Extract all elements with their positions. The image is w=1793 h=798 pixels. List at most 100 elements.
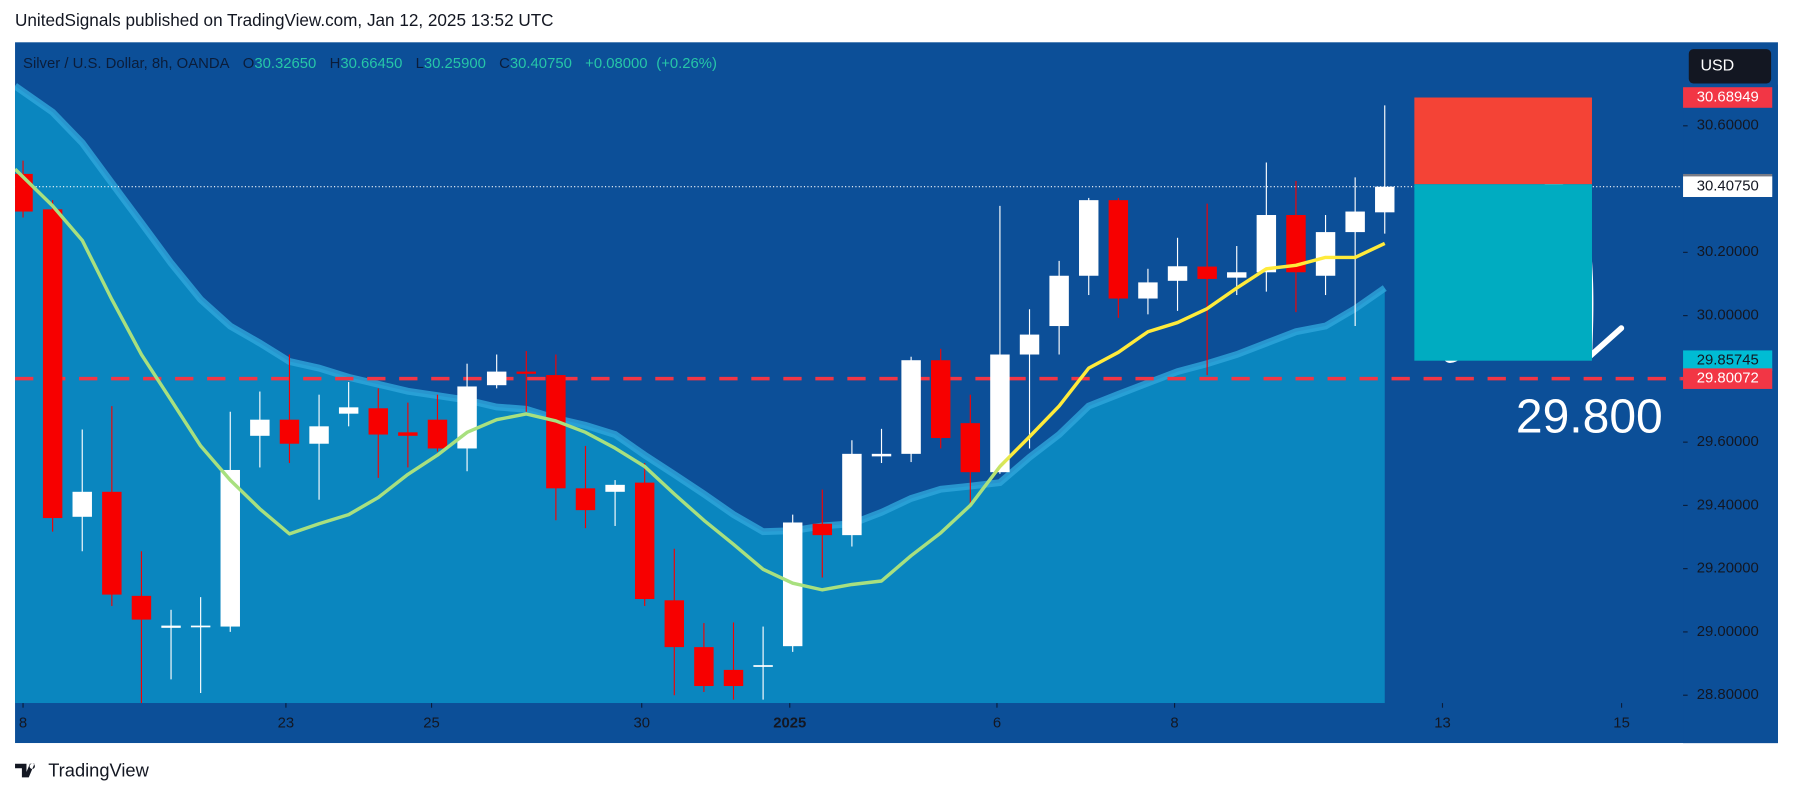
candle-body — [72, 491, 92, 517]
footer-logo — [15, 763, 35, 778]
candle-body — [871, 453, 892, 457]
candle-body — [161, 625, 181, 628]
price-label: 30.40750 — [1697, 179, 1759, 195]
price-label-box — [1683, 368, 1773, 389]
candle-body — [1286, 215, 1306, 273]
candle-body — [1079, 200, 1099, 276]
candle-body — [131, 595, 152, 620]
band-line — [15, 83, 1387, 536]
candle-body — [842, 453, 862, 536]
candle-body — [605, 484, 625, 492]
candle-body — [634, 482, 655, 600]
y-tick-label: 28.80000 — [1697, 687, 1759, 703]
y-tick-label: 29.00000 — [1697, 624, 1759, 640]
y-tick-label: 30.60000 — [1697, 118, 1759, 134]
candle-body — [575, 488, 596, 511]
target-annotation: 29.800 — [1516, 391, 1663, 444]
candle-body — [1167, 266, 1188, 281]
y-tick-label: 29.60000 — [1697, 434, 1759, 450]
change: +0.08000 — [585, 56, 647, 72]
o-value: 30.32650 — [254, 56, 316, 72]
candle-body — [1108, 200, 1129, 299]
candle-body — [486, 371, 507, 386]
candle-body — [190, 625, 211, 628]
x-tick-label: 23 — [278, 716, 295, 732]
candle-body — [427, 419, 448, 449]
target-zone — [1414, 184, 1592, 361]
candle-body — [1019, 334, 1040, 355]
price-label: 29.85745 — [1697, 353, 1759, 369]
price-label-box — [1683, 176, 1773, 197]
y-tick-label: 29.40000 — [1697, 497, 1759, 513]
candle-body — [1197, 266, 1217, 279]
symbol: Silver / U.S. Dollar, 8h, OANDA — [23, 56, 230, 72]
candle-body — [694, 647, 714, 687]
legend: Silver / U.S. Dollar, 8h, OANDA O30.3265… — [23, 56, 717, 72]
change-pct: (+0.26%) — [656, 56, 717, 72]
h-label: H — [330, 56, 341, 72]
candle-body — [102, 491, 122, 595]
candle-body — [1256, 215, 1277, 273]
x-tick-label: 15 — [1613, 716, 1630, 732]
x-tick-label: 30 — [633, 716, 650, 732]
l-label: L — [416, 56, 424, 72]
candle-body — [753, 665, 773, 667]
candle-body — [220, 469, 240, 627]
footer-background — [0, 743, 1793, 798]
candle-body — [901, 360, 921, 454]
x-tick-label: 2025 — [773, 716, 806, 732]
price-label-box — [1683, 350, 1773, 371]
plot-area — [15, 83, 1681, 704]
candle-body — [1315, 232, 1336, 276]
o-label: O — [243, 56, 255, 72]
currency-button[interactable] — [1688, 49, 1772, 84]
candle-body — [338, 407, 359, 414]
candle-body — [309, 426, 329, 444]
x-tick-label: 13 — [1434, 716, 1451, 732]
candle-body — [368, 408, 388, 435]
overlay: 29.800 — [1414, 97, 1684, 444]
candle-body — [664, 600, 685, 648]
stop-zone — [1414, 97, 1592, 185]
candle-body — [279, 419, 300, 444]
x-tick-label: 8 — [1170, 716, 1178, 732]
candle-body — [42, 209, 63, 519]
c-value: 30.40750 — [510, 56, 572, 72]
candle-body — [1375, 186, 1395, 213]
band-area — [15, 85, 1385, 704]
candle-body — [398, 432, 418, 436]
candle-body — [990, 354, 1010, 473]
ma-line — [15, 167, 1386, 592]
x-tick-label: 6 — [993, 716, 1001, 732]
candle-body — [1227, 272, 1247, 278]
price-label: 29.80072 — [1697, 371, 1759, 387]
c-label: C — [499, 56, 510, 72]
y-tick-label: 30.20000 — [1697, 244, 1759, 260]
x-tick-label: 25 — [423, 716, 440, 732]
candle-body — [930, 360, 951, 439]
candle-body — [723, 669, 744, 687]
candle-body — [546, 375, 566, 489]
price-label-box — [1683, 87, 1773, 108]
candle-body — [457, 386, 477, 449]
logo-mark — [15, 763, 35, 778]
footer-brand: TradingView — [48, 760, 149, 781]
currency-label: USD — [1700, 58, 1734, 75]
y-tick-label: 30.00000 — [1697, 308, 1759, 324]
price-label: 30.68949 — [1697, 89, 1759, 105]
candle-body — [1049, 275, 1069, 327]
candle-body — [1345, 211, 1365, 233]
y-tick-label: 29.20000 — [1697, 561, 1759, 577]
x-tick-label: 8 — [19, 716, 27, 732]
candle-body — [1138, 282, 1158, 299]
candle-body — [812, 523, 833, 536]
l-value: 30.25900 — [424, 56, 486, 72]
candle-body — [960, 423, 981, 473]
candle-body — [516, 371, 536, 374]
candle-body — [15, 173, 33, 212]
candle-body — [250, 419, 270, 436]
h-value: 30.66450 — [340, 56, 402, 72]
header-text: UnitedSignals published on TradingView.c… — [15, 10, 554, 30]
